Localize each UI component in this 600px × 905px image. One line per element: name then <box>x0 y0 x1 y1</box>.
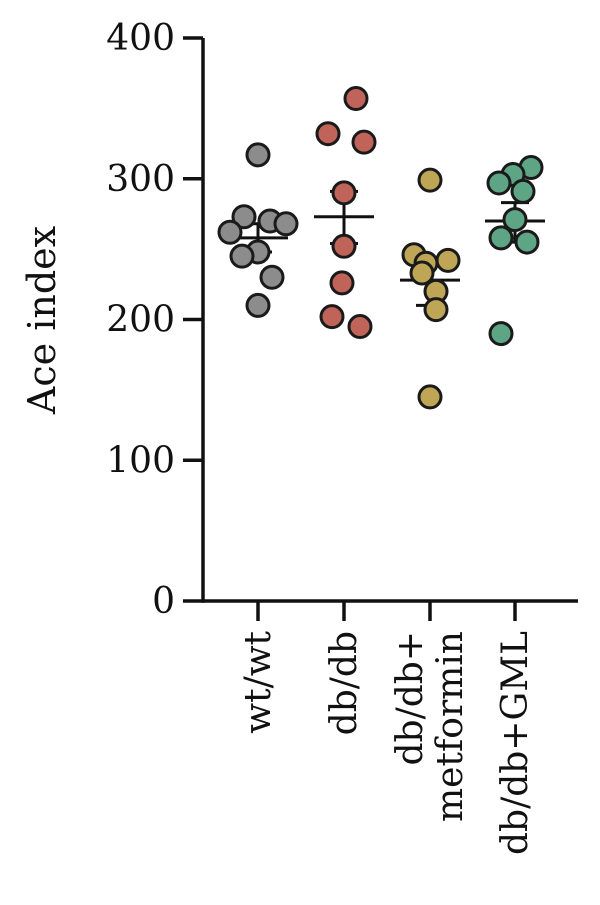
data-point <box>514 229 540 255</box>
data-point <box>273 211 299 237</box>
y-tick-label: 0 <box>152 581 175 622</box>
data-point <box>331 233 357 259</box>
data-point <box>259 264 285 290</box>
data-point <box>510 178 536 204</box>
data-point <box>423 297 449 323</box>
data-point <box>315 121 341 147</box>
x-tick-label: db/db+GML <box>495 631 536 855</box>
series-group <box>485 154 545 347</box>
data-point <box>319 304 345 330</box>
data-point <box>351 129 377 155</box>
data-point <box>417 384 443 410</box>
data-point <box>329 270 355 296</box>
data-point <box>409 260 435 286</box>
y-axis: 0 100 200 300 400 <box>106 18 205 622</box>
y-axis-label: Ace index <box>20 226 64 415</box>
series-group <box>314 86 377 340</box>
data-point <box>486 170 512 196</box>
x-tick-label: metformin <box>430 631 471 822</box>
data-point <box>217 219 243 245</box>
series-layer <box>217 86 545 410</box>
x-tick-label: db/db+ <box>390 631 431 765</box>
y-tick-label: 400 <box>106 18 175 59</box>
series-group <box>217 142 299 318</box>
data-point <box>488 225 514 251</box>
data-point <box>331 180 357 206</box>
data-point <box>245 142 271 168</box>
data-point <box>488 321 514 347</box>
y-tick-label: 100 <box>106 440 175 481</box>
y-tick-label: 200 <box>106 300 175 341</box>
data-point <box>347 314 373 340</box>
series-group <box>400 167 461 410</box>
data-point <box>231 204 257 230</box>
data-point <box>502 207 528 233</box>
x-tick-label: db/db <box>324 631 365 735</box>
data-point <box>229 243 255 269</box>
data-point <box>435 247 461 273</box>
data-point <box>417 167 443 193</box>
x-tick-label: wt/wt <box>238 630 279 733</box>
data-point <box>245 292 271 318</box>
y-tick-label: 300 <box>106 159 175 200</box>
x-axis: wt/wt db/db db/db+ metformin db/db+GML <box>203 599 578 855</box>
data-point <box>343 86 369 112</box>
